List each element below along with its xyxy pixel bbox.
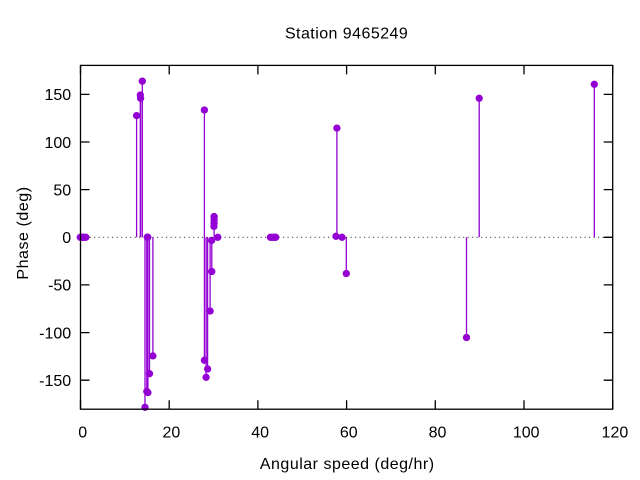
svg-text:100: 100: [513, 425, 540, 442]
svg-text:150: 150: [44, 87, 71, 104]
svg-text:50: 50: [53, 182, 71, 199]
svg-text:60: 60: [340, 425, 358, 442]
svg-text:Phase (deg): Phase (deg): [15, 186, 32, 279]
svg-text:20: 20: [163, 425, 181, 442]
svg-text:100: 100: [44, 135, 71, 152]
svg-text:80: 80: [429, 425, 447, 442]
svg-text:Station 9465249: Station 9465249: [285, 26, 408, 43]
svg-text:120: 120: [602, 425, 629, 442]
svg-text:40: 40: [251, 425, 269, 442]
svg-text:-50: -50: [48, 278, 71, 295]
svg-text:0: 0: [62, 230, 71, 247]
svg-text:-100: -100: [39, 325, 71, 342]
svg-text:Angular speed (deg/hr): Angular speed (deg/hr): [260, 456, 435, 473]
svg-text:0: 0: [78, 425, 87, 442]
svg-text:-150: -150: [39, 373, 71, 390]
